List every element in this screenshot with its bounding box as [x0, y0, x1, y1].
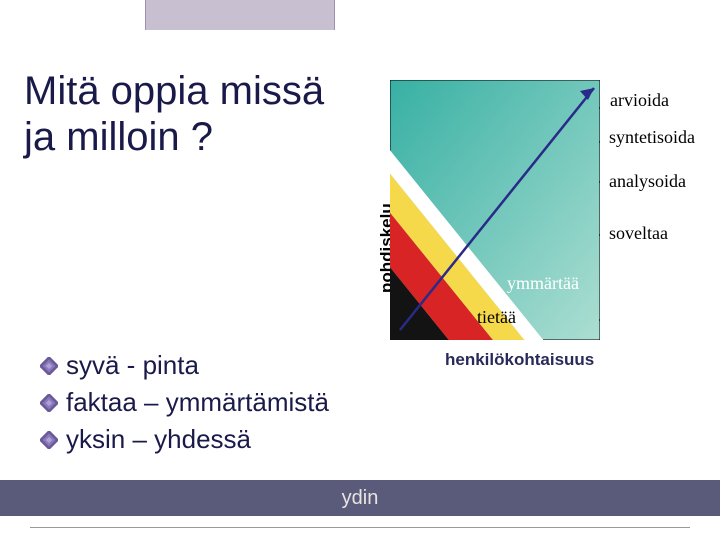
- diamond-bullet-icon: [40, 431, 58, 449]
- level-label: syntetisoida: [609, 127, 695, 148]
- bullet-text: syvä - pinta: [66, 350, 199, 381]
- chart-svg: [390, 80, 600, 340]
- diamond-bullet-icon: [40, 357, 58, 375]
- slide-title: Mitä oppia missä ja milloin ?: [24, 68, 324, 160]
- bullet-text: yksin – yhdessä: [66, 424, 251, 455]
- top-accent-bar: [145, 0, 335, 30]
- level-label: ymmärtää: [507, 273, 579, 294]
- list-item: faktaa – ymmärtämistä: [40, 387, 329, 418]
- level-label: tietää: [477, 307, 516, 328]
- level-label: soveltaa: [609, 223, 668, 244]
- title-line-2: ja milloin ?: [24, 115, 213, 159]
- diamond-bullet-icon: [40, 394, 58, 412]
- title-line-1: Mitä oppia missä: [24, 69, 324, 113]
- x-axis-label: henkilökohtaisuus: [445, 350, 594, 370]
- level-label: arvioida: [610, 90, 669, 111]
- bullet-text: faktaa – ymmärtämistä: [66, 387, 329, 418]
- footer-text: ydin: [342, 487, 379, 510]
- learning-pyramid-diagram: pohdiskelu henkilökohtaisuus arvioidasyn…: [355, 75, 695, 385]
- level-label: analysoida: [609, 171, 686, 192]
- list-item: syvä - pinta: [40, 350, 329, 381]
- bottom-rule: [30, 527, 690, 528]
- footer-bar: ydin: [0, 480, 720, 516]
- bullet-list: syvä - pinta faktaa – ymmärtämistä yksin…: [40, 350, 329, 461]
- list-item: yksin – yhdessä: [40, 424, 329, 455]
